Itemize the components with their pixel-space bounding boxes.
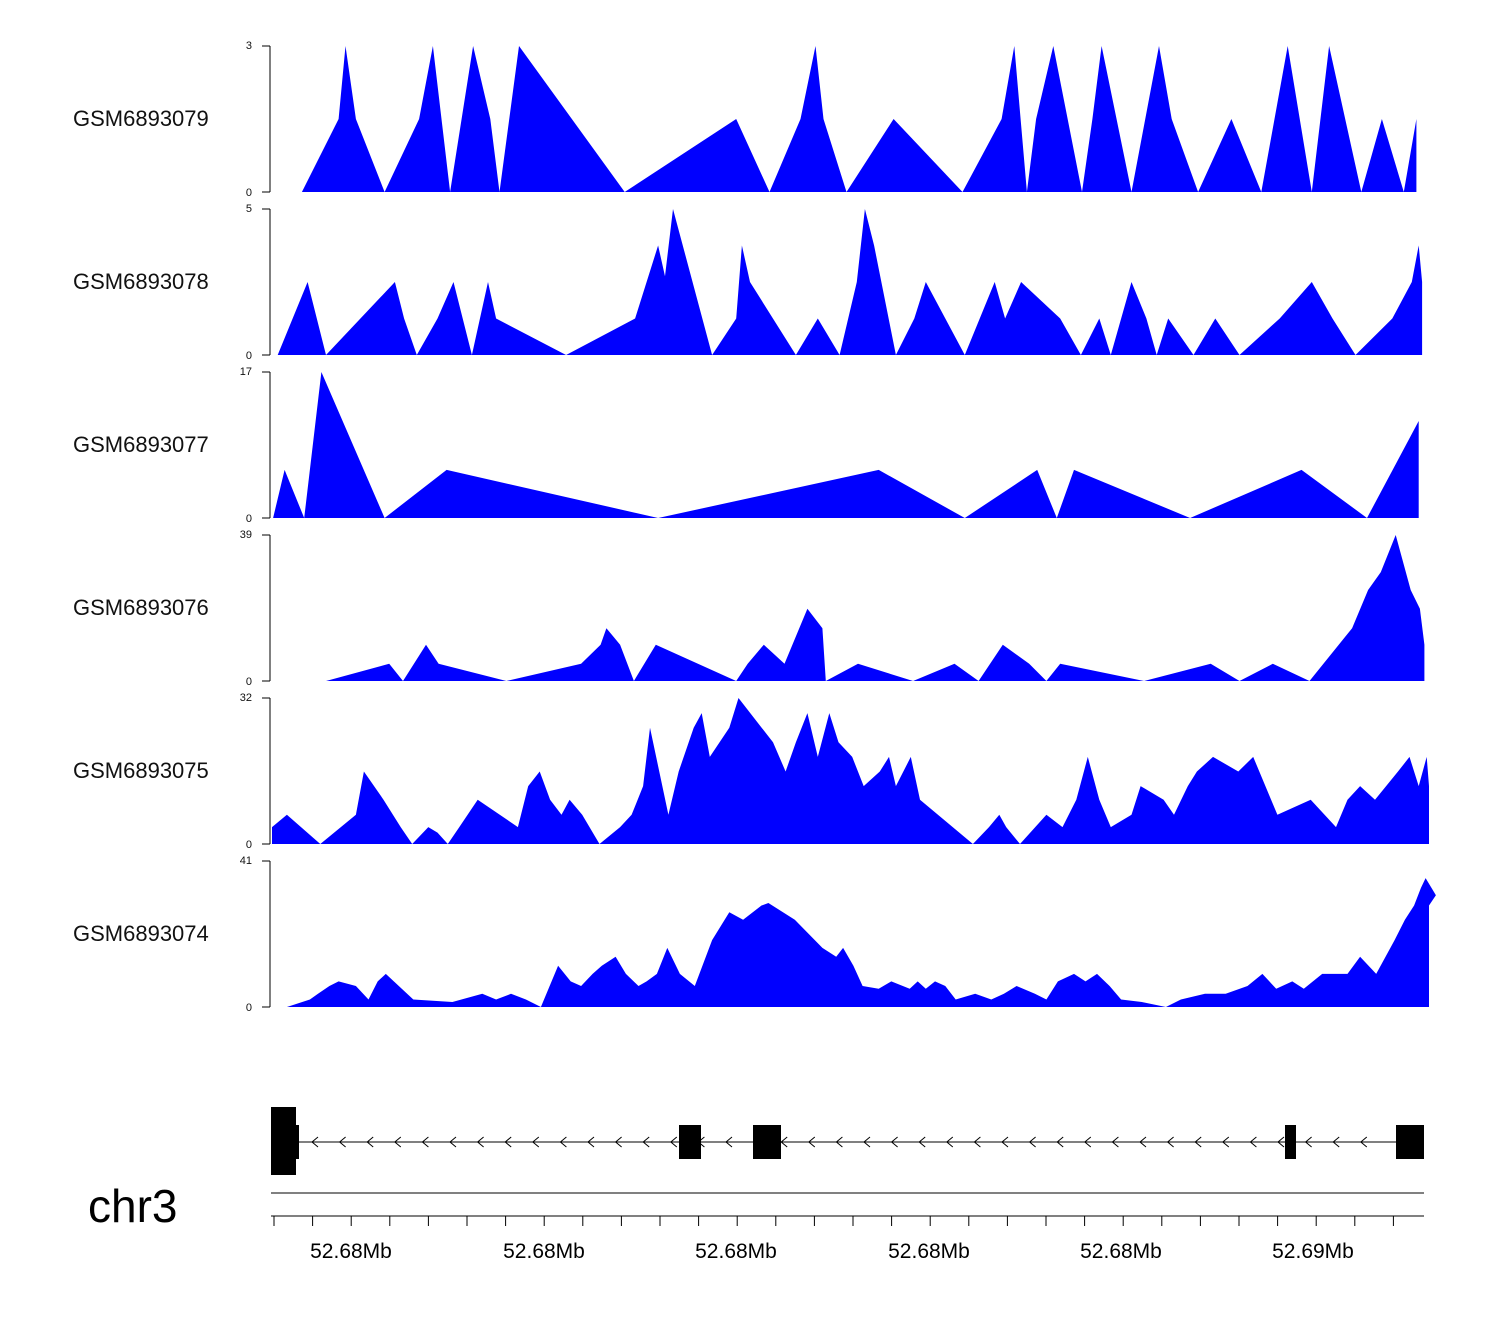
- strand-arrow: [1277, 1136, 1285, 1148]
- y-axis-zero-label: 0: [246, 839, 252, 851]
- strand-arrow: [421, 1136, 429, 1148]
- gene-model-track: [271, 1107, 1424, 1175]
- track-GSM6893077: GSM6893077 17 0: [73, 366, 1419, 525]
- strand-arrow: [532, 1136, 540, 1148]
- exon-block: [679, 1125, 701, 1159]
- strand-arrow: [1194, 1136, 1202, 1148]
- coverage-area-GSM6893078: [277, 209, 1423, 355]
- y-axis-zero-label: 0: [246, 187, 252, 199]
- coverage-area-GSM6893077: [273, 372, 1419, 518]
- coordinate-tick-label: 52.68Mb: [503, 1240, 585, 1263]
- track-label: GSM6893075: [73, 758, 209, 783]
- genome-axis: chr3 52.68Mb 52.68Mb 52.68Mb 52.68Mb 52.68Mb…: [88, 1180, 1424, 1263]
- strand-arrow: [394, 1136, 402, 1148]
- coverage-tracks: GSM689307930GSM689307850GSM6893077170GSM…: [73, 40, 1436, 1014]
- track-GSM6893075: GSM6893075 32 0: [73, 692, 1429, 851]
- strand-arrow: [890, 1136, 898, 1148]
- y-axis-max-label: 17: [240, 366, 252, 378]
- y-axis-max-label: 41: [240, 855, 252, 867]
- coordinate-tick-label: 52.68Mb: [1080, 1240, 1162, 1263]
- y-axis-max-label: 5: [246, 203, 252, 215]
- coordinate-tick-label: 52.69Mb: [1272, 1240, 1354, 1263]
- y-axis-max-label: 32: [240, 692, 252, 704]
- strand-arrow: [918, 1136, 926, 1148]
- strand-arrow: [559, 1136, 567, 1148]
- track-GSM6893076: GSM6893076 39 0: [73, 529, 1425, 688]
- exon-block: [295, 1125, 299, 1159]
- strand-arrow: [670, 1136, 678, 1148]
- strand-arrow: [1139, 1136, 1147, 1148]
- coordinate-tick-label: 52.68Mb: [310, 1240, 392, 1263]
- strand-arrow: [946, 1136, 954, 1148]
- strand-arrow: [1001, 1136, 1009, 1148]
- track-label: GSM6893074: [73, 921, 209, 946]
- coverage-area-GSM6893075: [272, 698, 1429, 844]
- strand-arrow: [366, 1136, 374, 1148]
- y-axis-zero-label: 0: [246, 350, 252, 362]
- strand-arrow: [1166, 1136, 1174, 1148]
- track-GSM6893079: GSM6893079 3 0: [73, 40, 1417, 199]
- strand-arrow: [973, 1136, 981, 1148]
- exon-block: [753, 1125, 781, 1159]
- strand-arrow: [587, 1136, 595, 1148]
- strand-arrow: [1084, 1136, 1092, 1148]
- strand-arrow: [808, 1136, 816, 1148]
- track-label: GSM6893076: [73, 595, 209, 620]
- strand-arrow: [1360, 1136, 1368, 1148]
- strand-arrow: [863, 1136, 871, 1148]
- track-GSM6893078: GSM6893078 5 0: [73, 203, 1423, 362]
- strand-arrow: [338, 1136, 346, 1148]
- track-label: GSM6893077: [73, 432, 209, 457]
- exon-block: [1396, 1125, 1424, 1159]
- strand-arrow: [1332, 1136, 1340, 1148]
- strand-arrow: [1028, 1136, 1036, 1148]
- strand-arrow: [504, 1136, 512, 1148]
- strand-arrow: [780, 1136, 788, 1148]
- y-axis-max-label: 3: [246, 40, 252, 52]
- strand-arrow: [1222, 1136, 1230, 1148]
- strand-arrow: [725, 1136, 733, 1148]
- coverage-area-GSM6893079: [301, 46, 1417, 192]
- strand-arrow: [642, 1136, 650, 1148]
- track-label: GSM6893078: [73, 269, 209, 294]
- strand-arrow: [1304, 1136, 1312, 1148]
- strand-arrow: [1111, 1136, 1119, 1148]
- strand-arrow: [1249, 1136, 1257, 1148]
- chromosome-label: chr3: [88, 1180, 177, 1232]
- coordinate-tick-label: 52.68Mb: [888, 1240, 970, 1263]
- track-GSM6893074: GSM6893074 41 0: [73, 855, 1436, 1014]
- strand-arrow: [835, 1136, 843, 1148]
- exon-block: [271, 1107, 296, 1175]
- coordinate-tick-label: 52.68Mb: [695, 1240, 777, 1263]
- strand-arrow: [614, 1136, 622, 1148]
- strand-arrow: [311, 1136, 319, 1148]
- strand-arrow: [1056, 1136, 1064, 1148]
- y-axis-max-label: 39: [240, 529, 252, 541]
- track-label: GSM6893079: [73, 106, 209, 131]
- y-axis-zero-label: 0: [246, 1002, 252, 1014]
- coverage-area-GSM6893074: [286, 878, 1436, 1007]
- strand-arrow: [476, 1136, 484, 1148]
- coverage-area-GSM6893076: [326, 535, 1425, 681]
- exon-block: [1285, 1125, 1296, 1159]
- y-axis-zero-label: 0: [246, 513, 252, 525]
- strand-arrow: [449, 1136, 457, 1148]
- y-axis-zero-label: 0: [246, 676, 252, 688]
